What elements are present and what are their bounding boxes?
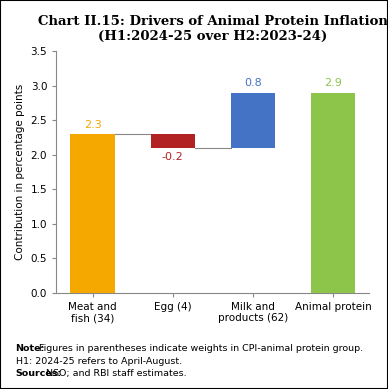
Y-axis label: Contribution in percentage points: Contribution in percentage points	[15, 84, 25, 260]
Text: -0.2: -0.2	[162, 152, 184, 162]
Bar	[231, 93, 275, 148]
Text: H1: 2024-25 refers to April-August.: H1: 2024-25 refers to April-August.	[16, 357, 182, 366]
Text: Sources:: Sources:	[16, 369, 62, 378]
Title: Chart II.15: Drivers of Animal Protein Inflation
(H1:2024-25 over H2:2023-24): Chart II.15: Drivers of Animal Protein I…	[38, 15, 388, 43]
Text: Note:: Note:	[16, 344, 45, 353]
Bar	[311, 93, 355, 293]
Text: 2.9: 2.9	[324, 79, 342, 88]
Text: 0.8: 0.8	[244, 79, 262, 88]
Text: NSO; and RBI staff estimates.: NSO; and RBI staff estimates.	[43, 369, 187, 378]
Text: Figures in parentheses indicate weights in CPI-animal protein group.: Figures in parentheses indicate weights …	[36, 344, 363, 353]
Bar	[71, 134, 114, 293]
Text: 2.3: 2.3	[84, 120, 101, 130]
Bar	[151, 134, 195, 148]
